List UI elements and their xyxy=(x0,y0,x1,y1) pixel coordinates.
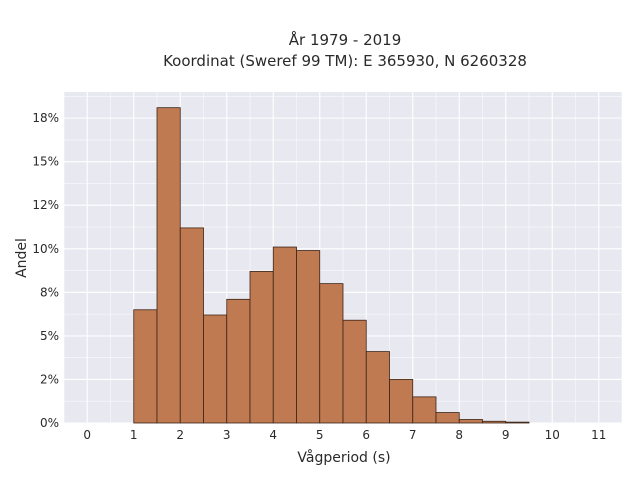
x-tick-label: 10 xyxy=(545,428,560,442)
chart-title-line-1: År 1979 - 2019 xyxy=(289,30,402,49)
histogram-bar xyxy=(226,298,251,424)
histogram-bar xyxy=(133,309,158,424)
histogram-bar xyxy=(249,271,274,424)
histogram-bar xyxy=(272,246,297,424)
x-tick-label: 4 xyxy=(269,428,277,442)
y-axis-ticks: 0% 2% 5% 8% 10% 12% 15% 18% xyxy=(32,111,59,430)
histogram-bar xyxy=(458,419,483,424)
y-tick-label: 15% xyxy=(32,155,59,169)
histogram-bar xyxy=(203,314,228,424)
x-axis-ticks: 0 1 2 3 4 5 6 7 8 9 10 11 xyxy=(83,428,606,442)
y-tick-label: 18% xyxy=(32,111,59,125)
histogram-bar xyxy=(319,283,344,424)
x-axis-label: Vågperiod (s) xyxy=(297,449,390,466)
x-tick-label: 3 xyxy=(223,428,231,442)
x-tick-label: 0 xyxy=(83,428,91,442)
histogram-bar xyxy=(365,351,390,424)
x-tick-label: 5 xyxy=(316,428,324,442)
y-tick-label: 2% xyxy=(40,372,59,386)
y-tick-label: 12% xyxy=(32,198,59,212)
x-tick-label: 7 xyxy=(409,428,417,442)
x-tick-label: 2 xyxy=(176,428,184,442)
x-tick-label: 8 xyxy=(455,428,463,442)
x-tick-label: 11 xyxy=(591,428,606,442)
chart-title-line-2: Koordinat (Sweref 99 TM): E 365930, N 62… xyxy=(163,52,527,70)
histogram-bar xyxy=(389,379,414,424)
y-tick-label: 10% xyxy=(32,242,59,256)
y-tick-label: 5% xyxy=(40,329,59,343)
histogram-bar xyxy=(179,227,204,424)
histogram-bar xyxy=(505,421,530,424)
histogram-bar xyxy=(412,396,437,424)
histogram-bar xyxy=(156,107,181,424)
histogram-bar xyxy=(342,319,367,424)
x-tick-label: 6 xyxy=(362,428,370,442)
y-tick-label: 8% xyxy=(40,285,59,299)
y-axis-label: Andel xyxy=(14,238,30,278)
histogram-bar xyxy=(435,412,460,424)
bars-layer xyxy=(133,107,530,424)
histogram-bar xyxy=(296,250,321,424)
x-tick-label: 9 xyxy=(502,428,510,442)
y-tick-label: 0% xyxy=(40,416,59,430)
histogram-bar xyxy=(482,420,507,424)
x-tick-label: 1 xyxy=(130,428,138,442)
